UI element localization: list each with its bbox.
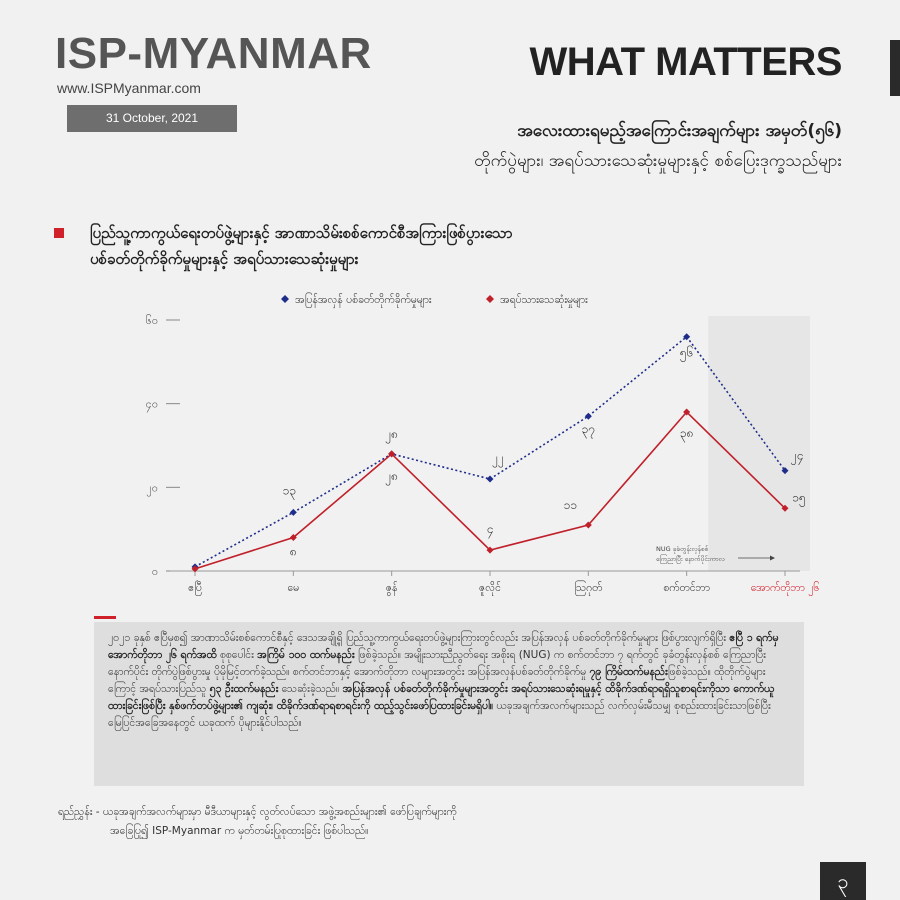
website-url[interactable]: www.ISPMyanmar.com — [57, 80, 201, 96]
shade-note-arrowhead — [770, 555, 775, 561]
summary-text-box: ၂၀၂၁ ခုနှစ် ဧပြီမှစ၍ အာဏာသိမ်းစစ်ကောင်စီ… — [94, 622, 804, 786]
footnote-line1: ရည်ညွှန်း - ယခုအချက်အလက်များမှာ မီဒီယာမျ… — [58, 806, 457, 818]
section-title: ပြည်သူ့ကာကွယ်ရေးတပ်ဖွဲ့များနှင့် အာဏာသိမ… — [90, 220, 650, 272]
data-label: ၁၁ — [564, 498, 578, 512]
data-point — [683, 333, 691, 341]
x-tick-label: ဩဂုတ် — [574, 580, 602, 596]
summary-highlight: ဧပြီ ၁ ရက်မှ အောက်တိုဘာ ၂၆ ရက်အထိ — [108, 632, 779, 661]
series-title: WHAT MATTERS — [529, 40, 843, 84]
x-tick-label: ဇူလိုင် — [479, 581, 501, 596]
footnote-line2: အခြေပြု၍ ISP-Myanmar က မှတ်တမ်းပြုစုထားခ… — [110, 825, 369, 837]
data-point — [683, 408, 691, 416]
data-label: ၂၈ — [385, 427, 398, 444]
data-point — [584, 412, 592, 420]
data-label: ၁၅ — [792, 490, 806, 507]
page-number: ၃ — [820, 862, 866, 900]
text-accent-line — [94, 616, 116, 619]
brand-logo: ISP-MYANMAR — [55, 29, 372, 78]
data-label: ၈ — [290, 545, 297, 559]
data-point — [289, 508, 297, 516]
section-title-line1: ပြည်သူ့ကာကွယ်ရေးတပ်ဖွဲ့များနှင့် အာဏာသိမ… — [90, 224, 513, 242]
shade-note-line1: NUG ခုခံတွန်းလှန်စစ် — [656, 545, 709, 554]
summary-highlight: ၇၉ ကြိမ်ထက်မနည်း — [589, 666, 668, 678]
legend-label: အပြန်အလှန် ပစ်ခတ်တိုက်ခိုက်မှုများ — [295, 292, 432, 308]
section-title-line2: ပစ်ခတ်တိုက်ခိုက်မှုများနှင့် အရပ်သားသေဆု… — [90, 250, 359, 268]
data-point — [289, 534, 297, 542]
data-point — [486, 546, 494, 554]
data-point — [191, 565, 199, 573]
summary-text: ဖြစ်ခဲ့သည်။ ထိုတိုက်ပွဲများကြောင့် အရပ်သ… — [108, 666, 766, 695]
x-tick-label: မေ — [287, 582, 299, 594]
legend-marker — [281, 295, 289, 303]
edge-marker — [890, 40, 900, 96]
y-tick-label: ၄၀ — [146, 398, 158, 413]
y-tick-label: ၆၀ — [146, 314, 158, 327]
shade-note-line2: ကြေညာပြီး နောက်ပိုင်းကာလ — [656, 554, 725, 564]
issue-topic: တိုက်ပွဲများ၊ အရပ်သားသေဆုံးမှုများနှင့် … — [474, 151, 842, 171]
summary-highlight: အပြန်အလှန် ပစ်ခတ်တိုက်ခိုက်မှုများအတွင်း… — [108, 683, 775, 712]
y-tick-label: ၂၀ — [146, 481, 158, 496]
publish-date: 31 October, 2021 — [67, 105, 237, 132]
data-label: ၃၈ — [680, 426, 694, 443]
data-label: ၂၂ — [492, 451, 504, 468]
legend-label: အရပ်သားသေဆုံးမှုများ — [500, 293, 588, 308]
data-label: ၂၄ — [791, 449, 804, 466]
summary-text: ဖြစ်ခဲ့သည်။ အမျိုးသားညီညွတ်ရေး အစိုးရ (N… — [108, 649, 766, 678]
data-label: ၂၈ — [385, 469, 398, 486]
x-tick-label: အောက်တိုဘာ ၂၆ — [751, 581, 820, 596]
legend-marker — [486, 295, 494, 303]
data-label: ၄ — [487, 522, 494, 539]
data-point — [486, 475, 494, 483]
summary-text: စုစုပေါင်း — [216, 649, 258, 661]
data-point — [781, 467, 789, 475]
data-label: ၅၆ — [680, 345, 694, 363]
summary-text: ၂၀၂၁ ခုနှစ် ဧပြီမှစ၍ အာဏာသိမ်းစစ်ကောင်စီ… — [108, 632, 730, 644]
post-nug-shade — [708, 316, 810, 571]
data-label: ၃၇ — [582, 422, 596, 439]
x-tick-label: ဇွန် — [386, 581, 398, 596]
data-label: ၁၃ — [283, 483, 297, 500]
y-tick-label: ၀ — [152, 565, 158, 578]
summary-highlight: ၅၃ ဦးထက်မနည်း — [209, 683, 279, 695]
issue-subtitle: အလေးထားရမည့်အကြောင်းအချက်များ အမှတ်(၅၆) — [517, 121, 842, 141]
section-bullet — [54, 228, 64, 238]
data-point — [781, 504, 789, 512]
summary-highlight: အကြိမ် ၁၀၀ ထက်မနည်း — [257, 649, 355, 661]
summary-text: သေဆုံးခဲ့သည်။ — [278, 683, 343, 695]
data-point — [584, 521, 592, 529]
summary-text: ယခုအချက်အလက်များသည် လက်လှမ်းမီသမျှ စုစည်… — [108, 700, 771, 729]
data-point — [388, 450, 396, 458]
x-tick-label: ဧပြီ — [188, 580, 202, 596]
x-tick-label: စက်တင်ဘာ — [663, 581, 710, 594]
